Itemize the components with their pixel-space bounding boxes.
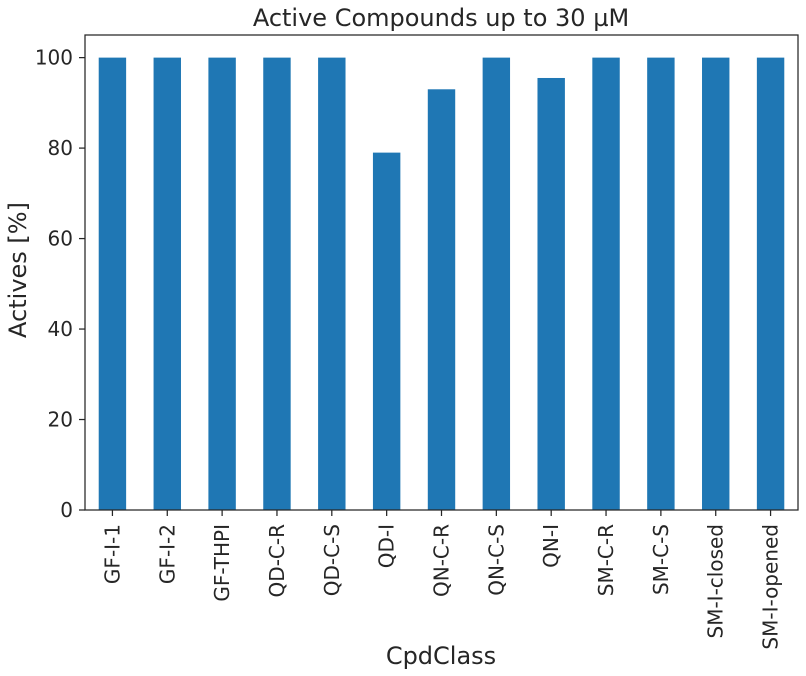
x-tick-label: SM-C-R bbox=[594, 524, 618, 596]
bar-qd-i bbox=[372, 152, 401, 510]
bar-gf-thpi bbox=[208, 57, 236, 511]
x-tick-label: SM-I-opened bbox=[759, 524, 783, 650]
bar-qn-i bbox=[537, 77, 565, 510]
bar-qn-c-r bbox=[427, 89, 456, 510]
x-ticks-group: GF-I-1 GF-I-2 GF-THPI QD-C-R QD-C-S QD-I QN-C-… bbox=[100, 510, 783, 650]
bars-group bbox=[98, 57, 785, 511]
x-tick-label: QD-C-S bbox=[320, 524, 344, 596]
y-axis-label: Actives [%] bbox=[4, 202, 32, 338]
y-tick-label: 100 bbox=[35, 46, 73, 70]
x-axis-label: CpdClass bbox=[386, 642, 496, 670]
x-tick-label: SM-C-S bbox=[649, 524, 673, 595]
bar-qn-c-s bbox=[482, 57, 511, 511]
x-tick-label: GF-I-2 bbox=[155, 524, 179, 584]
bar-sm-c-s bbox=[647, 57, 675, 511]
x-tick-label: SM-I-closed bbox=[704, 524, 728, 639]
bar-sm-c-r bbox=[592, 57, 620, 511]
x-tick-label: QD-C-R bbox=[265, 524, 289, 598]
bar-gf-i-2 bbox=[153, 57, 181, 511]
x-tick-label: QN-C-S bbox=[484, 524, 508, 596]
x-tick-label: GF-THPI bbox=[210, 524, 234, 602]
x-tick-label: QN-C-R bbox=[430, 524, 454, 597]
bar-gf-i-1 bbox=[98, 57, 127, 511]
bar-qd-c-s bbox=[318, 57, 346, 511]
x-tick-label: GF-I-1 bbox=[100, 524, 124, 584]
chart-title: Active Compounds up to 30 µM bbox=[253, 4, 629, 32]
y-tick-label: 60 bbox=[48, 227, 73, 251]
x-tick-label: QN-I bbox=[539, 524, 563, 568]
y-ticks-group: 0 20 40 60 80 100 bbox=[35, 46, 85, 522]
bar-sm-i-opened bbox=[756, 57, 785, 511]
bar-sm-i-closed bbox=[702, 57, 730, 511]
bar-qd-c-r bbox=[263, 57, 291, 511]
y-tick-label: 80 bbox=[48, 136, 73, 160]
y-tick-label: 20 bbox=[48, 408, 73, 432]
y-tick-label: 40 bbox=[48, 317, 73, 341]
x-tick-label: QD-I bbox=[375, 524, 399, 568]
y-tick-label: 0 bbox=[60, 498, 73, 522]
